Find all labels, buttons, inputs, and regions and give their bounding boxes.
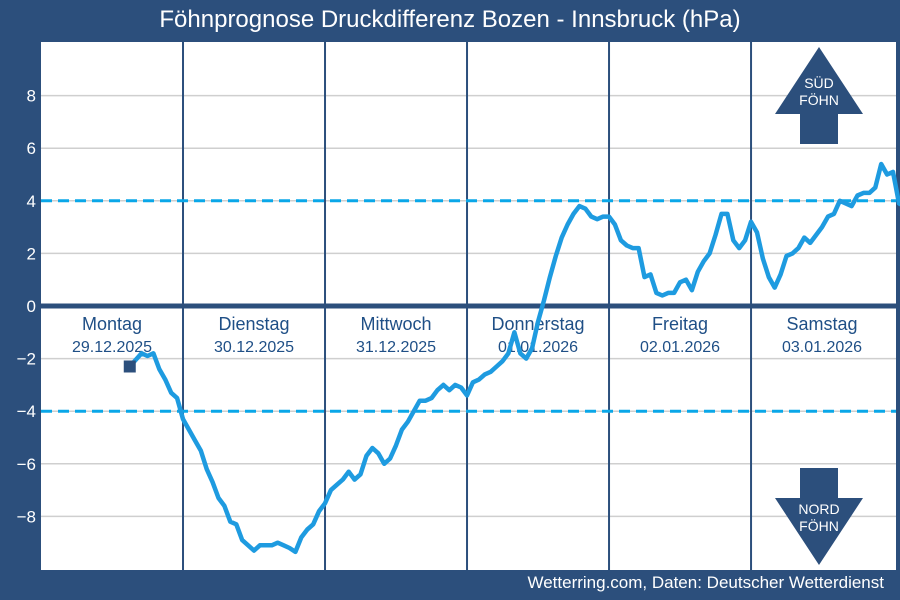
day-date-label: 02.01.2026: [640, 339, 720, 356]
day-date-label: 30.12.2025: [214, 339, 294, 356]
y-tick-label: −8: [17, 507, 36, 526]
day-date-label: 29.12.2025: [72, 339, 152, 356]
arrow-label: SÜD: [804, 74, 834, 91]
day-name-label: Freitag: [652, 314, 708, 334]
day-date-label: 03.01.2026: [782, 339, 862, 356]
chart-title: Föhnprognose Druckdifferenz Bozen - Inns…: [159, 6, 741, 33]
y-tick-label: −4: [17, 402, 36, 421]
y-tick-label: −2: [17, 350, 36, 369]
series-group: [123, 161, 900, 555]
y-tick-label: 6: [27, 139, 36, 158]
arrow-label: NORD: [798, 501, 839, 517]
day-name-label: Samstag: [787, 314, 858, 334]
y-tick-label: 0: [27, 297, 36, 316]
day-name-label: Dienstag: [218, 314, 289, 334]
y-tick-labels: −8 −6 −4 −2 0 2 4 6 8: [17, 87, 36, 527]
arrow-label: FÖHN: [799, 517, 839, 534]
day-name-label: Mittwoch: [361, 314, 432, 334]
y-tick-label: 8: [27, 87, 36, 106]
y-tick-label: −6: [17, 455, 36, 474]
arrow-label: FÖHN: [799, 91, 839, 108]
south-foehn-arrow: [775, 47, 863, 144]
y-tick-label: 2: [27, 244, 36, 263]
source-credit: Wetterring.com, Daten: Deutscher Wetterd…: [527, 573, 884, 592]
series-line: [127, 161, 900, 555]
day-name-label: Montag: [82, 314, 142, 334]
start-marker: [123, 360, 136, 373]
day-date-label: 31.12.2025: [356, 339, 436, 356]
y-tick-label: 4: [27, 192, 36, 211]
north-foehn-arrow: [775, 468, 863, 565]
threshold-lines: [41, 199, 896, 413]
